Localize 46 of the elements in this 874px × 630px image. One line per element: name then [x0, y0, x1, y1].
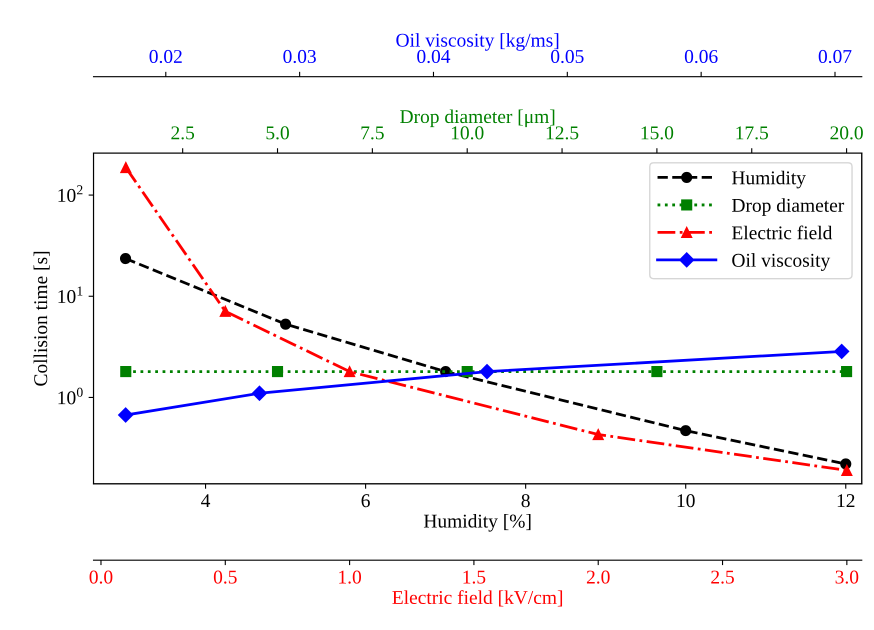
x2-tick-label: 5.0: [266, 126, 289, 140]
x-axis-title: Humidity [%]: [424, 514, 530, 532]
x2-axis-title: Drop diameter [μm]: [400, 109, 554, 128]
x-tick-label: 8: [522, 494, 530, 508]
x2-tick-label: 15.0: [642, 126, 674, 140]
x-tick-label: 1.0: [339, 570, 362, 584]
x2-tick-label: 10.0: [452, 126, 484, 140]
x2-tick-label: 0.04: [417, 50, 450, 64]
legend-label: Electric field: [732, 226, 832, 240]
x2-tick-label: 17.5: [736, 126, 768, 140]
y-tick-label: 10$^{0}$: [58, 388, 83, 404]
point: [120, 162, 132, 174]
x-tick-label: 1.5: [463, 570, 486, 584]
x2-axis-title: Oil viscosity [kg/ms]: [396, 33, 558, 51]
point: [680, 425, 692, 436]
point: [120, 252, 132, 264]
x2-tick-label: 0.02: [150, 50, 182, 64]
x-tick-label: 3.0: [836, 570, 858, 584]
x-tick-label: 10: [678, 494, 695, 508]
x2-tick-label: 12.5: [546, 126, 578, 140]
point: [344, 366, 356, 378]
x-tick-label: 0.0: [90, 570, 112, 584]
x2-tick-label: 0.03: [283, 50, 316, 64]
y-tick-label: 10$^{2}$: [58, 185, 82, 202]
x2-tick-label: 0.06: [684, 50, 718, 64]
y-axis-title: Collision time [s]: [34, 252, 50, 386]
point: [220, 306, 231, 317]
point: [592, 428, 604, 440]
y-tick-label: 10$^{1}$: [58, 286, 82, 304]
point: [841, 464, 852, 476]
x-tick-label: 4: [201, 494, 210, 508]
x-tick-label: 2.5: [711, 570, 734, 584]
x-tick-label: 12: [838, 494, 854, 508]
point: [280, 318, 292, 330]
x-tick-label: 2.0: [586, 570, 610, 584]
x-tick-label: 6: [362, 494, 370, 508]
x2-tick-label: 0.05: [551, 50, 584, 64]
x-axis-title: Electric field [kV/cm]: [392, 590, 562, 606]
x2-tick-label: 2.5: [171, 126, 194, 140]
x2-tick-label: 7.5: [361, 126, 384, 140]
legend-label: Oil viscosity: [732, 253, 830, 271]
x2-tick-label: 20.0: [830, 126, 863, 140]
legend-label: Humidity: [732, 170, 806, 188]
x-tick-label: 0.5: [214, 570, 237, 584]
x2-tick-label: 0.07: [818, 50, 852, 64]
legend-label: Drop diameter: [732, 198, 844, 216]
